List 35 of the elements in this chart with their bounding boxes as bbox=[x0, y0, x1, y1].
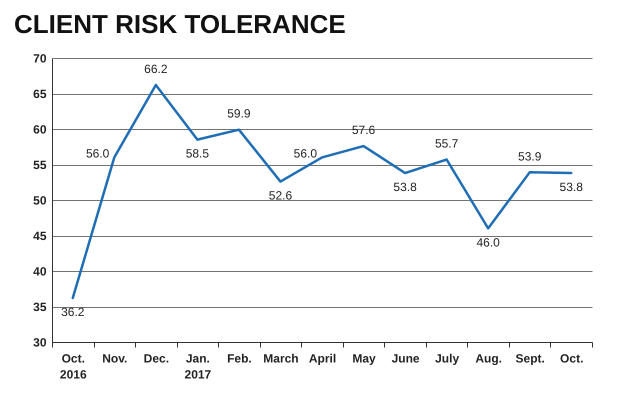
y-tick-label: 40 bbox=[33, 264, 47, 278]
x-tick-label: April bbox=[308, 352, 336, 366]
y-tick-label: 70 bbox=[33, 52, 47, 66]
data-label: 46.0 bbox=[476, 235, 500, 250]
x-tick-label: Nov. bbox=[102, 352, 128, 366]
x-tick-label: Dec. bbox=[144, 352, 170, 366]
x-tick-label: Oct. bbox=[560, 352, 584, 366]
x-tick-label: Sept. bbox=[516, 352, 545, 366]
data-label: 53.9 bbox=[518, 149, 542, 164]
x-tick-label: Oct. 2016 bbox=[60, 352, 87, 382]
data-label: 58.5 bbox=[186, 146, 210, 161]
data-label: 53.8 bbox=[393, 180, 418, 194]
data-label: 56.0 bbox=[86, 146, 110, 160]
x-tick-label: July bbox=[435, 352, 460, 366]
data-label: 59.9 bbox=[227, 106, 251, 121]
x-tick-label: June bbox=[392, 352, 420, 366]
x-tick-label: Feb. bbox=[227, 352, 252, 366]
data-label: 36.2 bbox=[61, 304, 85, 319]
y-tick-label: 35 bbox=[33, 300, 47, 314]
x-tick-label: March bbox=[263, 352, 299, 366]
y-tick-label: 50 bbox=[33, 194, 47, 208]
x-tick-label: Aug. bbox=[475, 352, 502, 366]
data-label: 55.7 bbox=[434, 136, 459, 151]
y-tick-label: 45 bbox=[33, 229, 47, 243]
y-tick-label: 60 bbox=[33, 122, 47, 136]
y-tick-label: 55 bbox=[33, 158, 47, 172]
data-label: 56.0 bbox=[294, 146, 318, 160]
data-label: 66.2 bbox=[144, 62, 168, 76]
data-label: 53.8 bbox=[560, 180, 584, 194]
y-tick-label: 65 bbox=[33, 87, 47, 101]
data-label: 52.6 bbox=[268, 188, 292, 203]
x-tick-label: May bbox=[352, 352, 376, 366]
x-tick-label: Jan. 2017 bbox=[184, 352, 212, 382]
y-tick-label: 30 bbox=[33, 336, 47, 350]
chart-title: CLIENT RISK TOLERANCE bbox=[14, 9, 346, 39]
